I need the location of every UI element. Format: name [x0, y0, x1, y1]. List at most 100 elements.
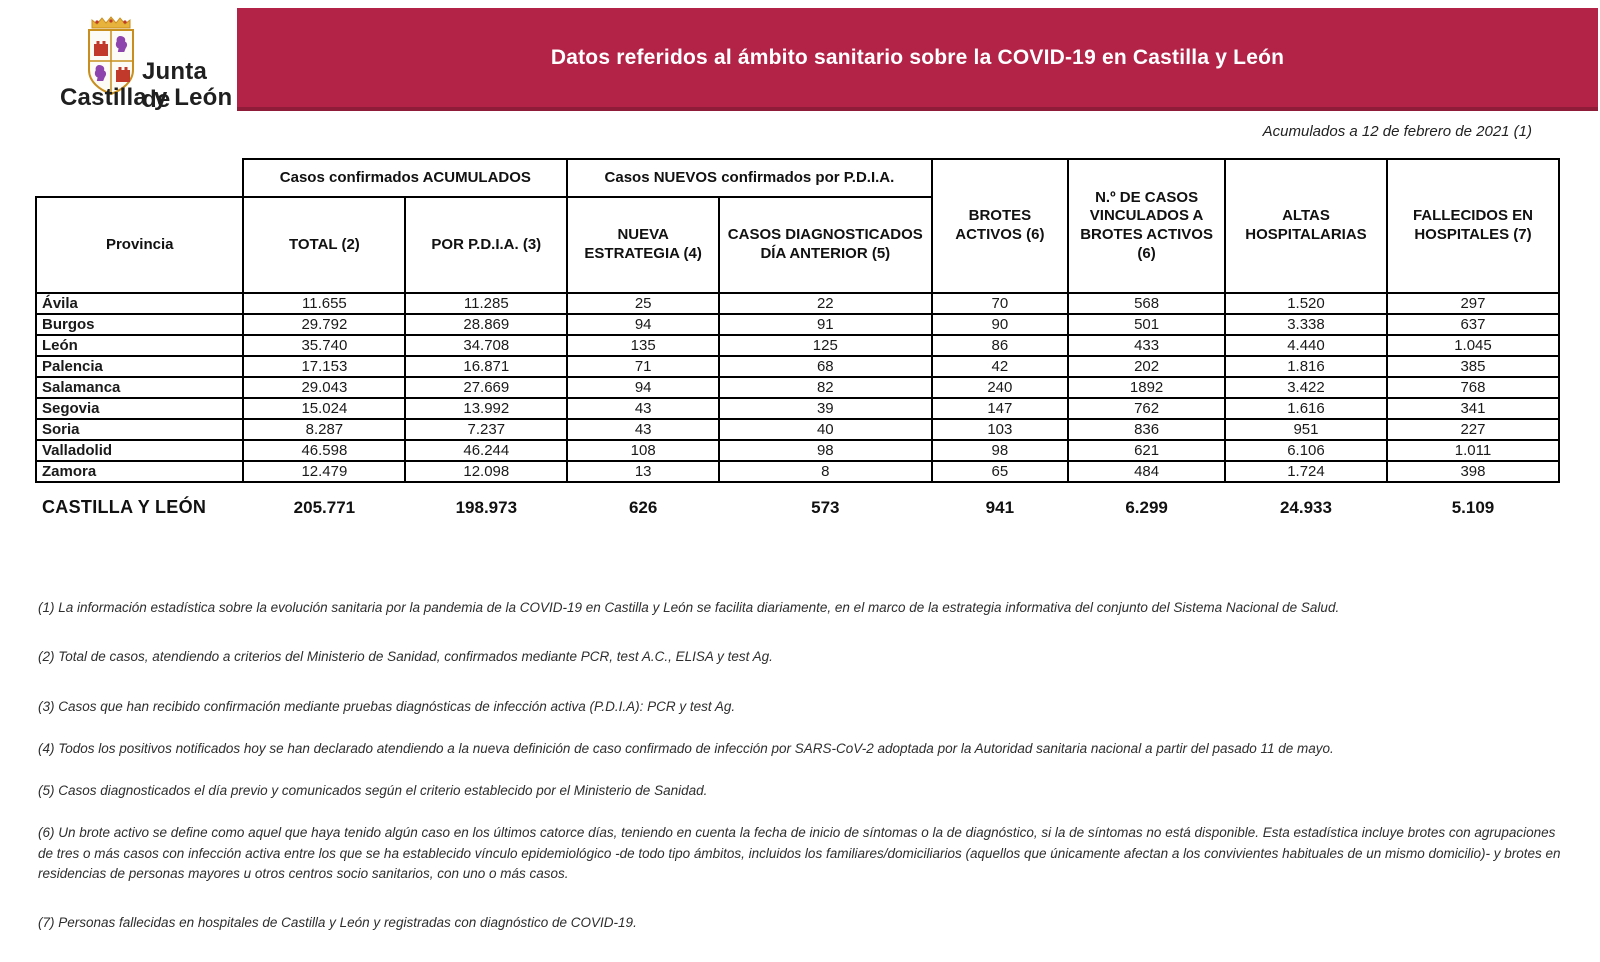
province-name: Valladolid — [34, 439, 245, 462]
data-cell: 227 — [1385, 418, 1561, 441]
data-cell: 297 — [1385, 292, 1561, 315]
total-cell: 626 — [628, 497, 658, 517]
data-cell: 94 — [566, 376, 721, 399]
data-cell: 29.792 — [242, 313, 407, 336]
data-cell: 341 — [1385, 397, 1561, 420]
data-cell: 12.098 — [404, 460, 569, 483]
column-header-provincia: Provincia — [34, 196, 245, 294]
junta-castilla-leon-logo: Junta de Castilla y León — [30, 10, 240, 115]
data-cell: 108 — [566, 439, 721, 462]
table-row: Salamanca 29.043 27.669 94 82 240 1892 3.422 768 — [34, 376, 1561, 399]
data-cell: 71 — [566, 355, 721, 378]
data-cell: 46.598 — [242, 439, 407, 462]
footnote: (3) Casos que han recibido confirmación … — [38, 698, 736, 714]
data-cell: 433 — [1067, 334, 1227, 357]
header-spacer — [36, 159, 244, 197]
data-cell: 16.871 — [404, 355, 569, 378]
province-name: Salamanca — [34, 376, 245, 399]
data-cell: 762 — [1067, 397, 1227, 420]
total-cell: 24.933 — [1279, 497, 1332, 517]
column-header-row: Provincia TOTAL (2) POR P.D.I.A. (3) NUE… — [34, 196, 1559, 294]
total-cell: 573 — [811, 497, 840, 517]
table-row: Zamora 12.479 12.098 13 8 65 484 1.724 398 — [34, 460, 1561, 483]
data-cell: 501 — [1067, 313, 1227, 336]
table-row: Palencia 17.153 16.871 71 68 42 202 1.816 385 — [34, 355, 1561, 378]
data-cell: 11.655 — [242, 292, 407, 315]
data-cell: 25 — [566, 292, 721, 315]
logo-text-line2: Castilla y León — [60, 84, 233, 111]
column-header-por-pdia: POR P.D.I.A. (3) — [404, 196, 569, 294]
data-cell: 240 — [930, 376, 1070, 399]
data-cell: 1892 — [1067, 376, 1227, 399]
data-cell: 4.440 — [1224, 334, 1388, 357]
footnote: (2) Total de casos, atendiendo a criteri… — [38, 649, 773, 665]
title-banner: Datos referidos al ámbito sanitario sobr… — [237, 8, 1598, 111]
data-cell: 86 — [930, 334, 1070, 357]
data-cell: 135 — [566, 334, 721, 357]
data-cell: 1.011 — [1385, 439, 1561, 462]
covid-data-table-wrap: Casos confirmados ACUMULADOS Casos NUEVO… — [34, 158, 1561, 519]
footnote: (4) Todos los positivos notificados hoy … — [38, 740, 1334, 756]
data-cell: 27.669 — [404, 376, 569, 399]
group-header-acumulados: Casos confirmados ACUMULADOS — [242, 158, 569, 198]
data-cell: 94 — [566, 313, 721, 336]
data-cell: 28.869 — [404, 313, 569, 336]
data-cell: 91 — [718, 313, 933, 336]
footnote: (6) Un brote activo se define como aquel… — [38, 825, 1561, 881]
data-cell: 40 — [718, 418, 933, 441]
data-cell: 22 — [718, 292, 933, 315]
data-cell: 202 — [1067, 355, 1227, 378]
column-header-fallecidos: FALLECIDOS EN HOSPITALES (7) — [1385, 158, 1561, 294]
data-cell: 568 — [1067, 292, 1227, 315]
province-name: Burgos — [34, 313, 245, 336]
total-row: CASTILLA Y LEÓN 205.771 198.973 626 573 941 6.… — [36, 482, 1559, 519]
table-row: Valladolid 46.598 46.244 108 98 98 621 6.106 1.0… — [34, 439, 1561, 462]
data-cell: 8 — [718, 460, 933, 483]
accumulated-date-note: Acumulados a 12 de febrero de 2021 (1) — [1262, 123, 1532, 140]
data-cell: 46.244 — [404, 439, 569, 462]
logo-text-line1: Junta de — [142, 58, 208, 113]
column-header-diagnosticados-dia-anterior: CASOS DIAGNOSTICADOS DÍA ANTERIOR (5) — [718, 196, 933, 294]
province-name: Soria — [34, 418, 245, 441]
data-cell: 98 — [718, 439, 933, 462]
page-title: Datos referidos al ámbito sanitario sobr… — [550, 45, 1285, 69]
data-cell: 1.520 — [1224, 292, 1388, 315]
data-cell: 1.045 — [1385, 334, 1561, 357]
data-cell: 8.287 — [242, 418, 407, 441]
province-name: León — [34, 334, 245, 357]
coat-of-arms-icon — [88, 16, 134, 96]
column-header-total: TOTAL (2) — [242, 196, 407, 294]
data-cell: 951 — [1224, 418, 1388, 441]
data-cell: 3.422 — [1224, 376, 1388, 399]
data-cell: 1.724 — [1224, 460, 1388, 483]
footnote: (7) Personas fallecidas en hospitales de… — [38, 915, 637, 930]
total-cell: 198.973 — [455, 497, 518, 517]
column-header-casos-vinculados: N.º DE CASOS VINCULADOS A BROTES ACTIVOS… — [1067, 158, 1227, 294]
province-name: Segovia — [34, 397, 245, 420]
covid-data-table: Casos confirmados ACUMULADOS Casos NUEVO… — [34, 158, 1561, 519]
data-cell: 98 — [930, 439, 1070, 462]
data-cell: 29.043 — [242, 376, 407, 399]
data-cell: 7.237 — [404, 418, 569, 441]
data-cell: 398 — [1385, 460, 1561, 483]
data-cell: 65 — [930, 460, 1070, 483]
data-cell: 68 — [718, 355, 933, 378]
data-cell: 13 — [566, 460, 721, 483]
data-cell: 1.616 — [1224, 397, 1388, 420]
column-header-altas-hospitalarias: ALTAS HOSPITALARIAS — [1224, 158, 1388, 294]
data-cell: 1.816 — [1224, 355, 1388, 378]
column-header-nueva-estrategia: NUEVA ESTRATEGIA (4) — [566, 196, 721, 294]
data-cell: 43 — [566, 418, 721, 441]
province-name: Palencia — [34, 355, 245, 378]
data-cell: 13.992 — [404, 397, 569, 420]
data-cell: 637 — [1385, 313, 1561, 336]
data-cell: 125 — [718, 334, 933, 357]
table-row: Ávila 11.655 11.285 25 22 70 568 1.520 297 — [34, 292, 1561, 315]
data-cell: 836 — [1067, 418, 1227, 441]
data-cell: 90 — [930, 313, 1070, 336]
province-name: Zamora — [34, 460, 245, 483]
group-header-nuevos-pdia: Casos NUEVOS confirmados por P.D.I.A. — [566, 158, 933, 198]
total-cell: 941 — [985, 497, 1015, 517]
table-row: Segovia 15.024 13.992 43 39 147 762 1.616 341 — [34, 397, 1561, 420]
data-cell: 43 — [566, 397, 721, 420]
